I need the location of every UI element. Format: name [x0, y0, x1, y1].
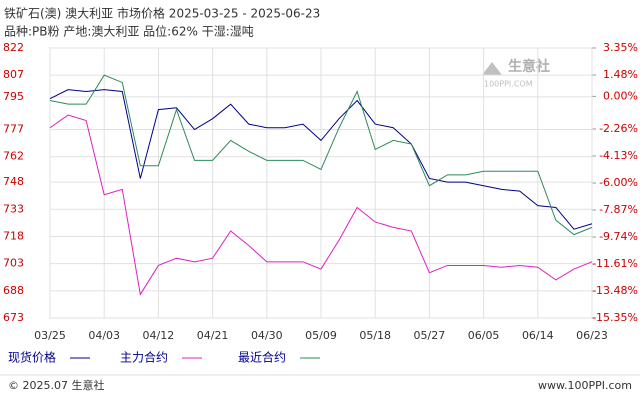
y2-tick-label: -2.26%	[599, 122, 638, 135]
x-tick-label: 06/23	[576, 329, 608, 342]
y-tick-label: 703	[3, 257, 24, 270]
y-tick-label: 718	[3, 229, 24, 242]
y-tick-label: 777	[3, 123, 24, 136]
y2-tick-label: -4.13%	[599, 149, 638, 162]
y-tick-label: 822	[3, 41, 24, 54]
x-tick-label: 03/25	[34, 329, 66, 342]
y-tick-label: 762	[3, 150, 24, 163]
footer-left: © 2025.07 生意社	[8, 378, 104, 392]
series-line	[49, 74, 593, 236]
x-tick-label: 06/05	[468, 329, 500, 342]
y-tick-label: 688	[3, 284, 24, 297]
y2-tick-label: -13.48%	[592, 284, 638, 297]
y-tick-label: 733	[3, 202, 24, 215]
x-tick-label: 04/03	[88, 329, 120, 342]
logo-site: 100PPI.COM	[484, 80, 533, 89]
logo-icon	[482, 62, 502, 75]
y2-tick-label: 3.35%	[603, 41, 638, 54]
y-tick-label: 807	[3, 68, 24, 81]
x-tick-label: 06/14	[522, 329, 554, 342]
y-tick-label: 673	[3, 311, 24, 324]
y2-tick-label: -7.87%	[599, 203, 638, 216]
x-tick-label: 05/09	[305, 329, 337, 342]
chart-subtitle: 品种:PB粉 产地:澳大利亚 品位:62% 干湿:湿吨	[4, 24, 254, 39]
series-line	[49, 89, 593, 230]
footer-right: www.100PPI.com	[538, 379, 632, 392]
y2-tick-label: -6.00%	[599, 176, 638, 189]
legend-label: 最近合约	[238, 350, 286, 365]
x-tick-label: 04/21	[197, 329, 229, 342]
x-tick-label: 05/27	[414, 329, 446, 342]
y2-tick-label: -9.74%	[599, 230, 638, 243]
y2-tick-label: -15.35%	[592, 311, 638, 324]
logo: 生意社 100PPI.COM	[482, 58, 550, 89]
legend-label: 现货价格	[8, 350, 56, 365]
y-tick-label: 795	[3, 90, 24, 103]
y2-tick-label: -11.61%	[592, 257, 638, 270]
y-tick-label: 748	[3, 175, 24, 188]
logo-name: 生意社	[508, 58, 550, 75]
y2-tick-label: 0.00%	[603, 89, 638, 102]
x-tick-label: 05/18	[359, 329, 391, 342]
x-tick-label: 04/30	[251, 329, 283, 342]
y2-tick-label: 1.48%	[603, 68, 638, 81]
legend-label: 主力合约	[120, 350, 168, 365]
series-line	[49, 114, 593, 296]
x-tick-label: 04/12	[143, 329, 175, 342]
chart-title: 铁矿石(澳) 澳大利亚 市场价格 2025-03-25 - 2025-06-23	[4, 6, 320, 21]
